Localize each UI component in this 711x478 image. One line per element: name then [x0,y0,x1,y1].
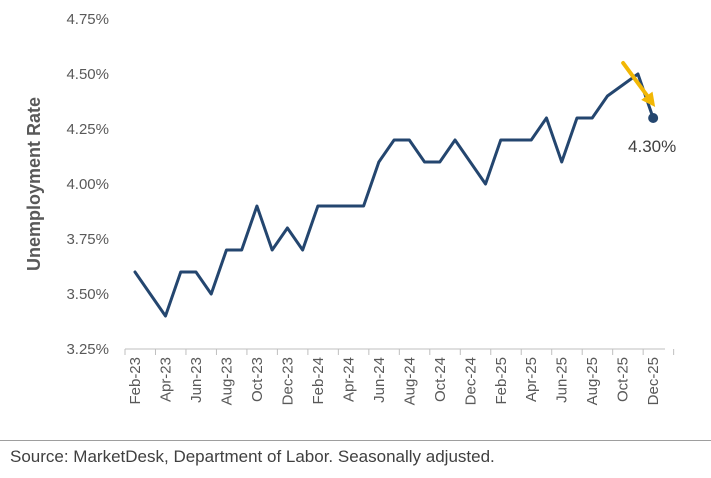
last-value-label: 4.30% [628,137,676,156]
x-tick-label: Jun-25 [554,357,571,403]
x-tick-label: Feb-24 [310,357,327,405]
y-tick-label: 4.25% [66,121,109,138]
x-tick-label: Feb-23 [127,357,144,405]
down-arrow-icon [641,91,656,107]
y-tick-label: 3.75% [66,231,109,248]
annotation-layer: 4.30% [621,61,676,156]
y-tick-label: 3.25% [66,341,109,358]
x-tick-label: Oct-24 [432,357,449,402]
source-note: Source: MarketDesk, Department of Labor.… [10,447,495,466]
unemployment-line-chart: 3.25% 3.50% 3.75% 4.00% 4.25% 4.50% 4.75% Feb-… [24,11,676,405]
x-tick-label: Oct-23 [249,357,266,402]
source-divider [0,440,711,441]
x-tick-label: Feb-25 [493,357,510,405]
down-arrow-icon-shaft [621,61,651,99]
series-layer [133,72,659,318]
y-tick-label: 3.50% [66,286,109,303]
last-value-marker [648,113,659,123]
y-axis: 3.25% 3.50% 3.75% 4.00% 4.25% 4.50% 4.75% [66,11,109,358]
x-tick-label: Apr-25 [523,357,540,402]
x-tick-label: Dec-23 [279,357,296,405]
y-tick-label: 4.00% [66,176,109,193]
x-tick-label: Jun-24 [371,357,388,403]
x-tick-label: Oct-25 [615,357,632,402]
y-tick-label: 4.75% [66,11,109,28]
y-tick-label: 4.50% [66,66,109,83]
x-tick-label: Dec-25 [645,357,662,405]
x-tick-label: Apr-24 [340,357,357,402]
chart-area: 3.25% 3.50% 3.75% 4.00% 4.25% 4.50% 4.75% Feb-… [24,11,676,405]
x-tick-label: Jun-23 [188,357,205,403]
x-tick-label: Dec-24 [462,357,479,405]
x-tick-label: Apr-23 [157,357,174,402]
y-axis-title: Unemployment Rate [24,97,44,271]
unemployment-rate-line [133,72,655,318]
x-tick-label: Aug-24 [401,357,418,405]
x-tick-label: Aug-25 [584,357,601,405]
x-tick-label: Aug-23 [218,357,235,405]
x-axis: Feb-23 Apr-23 Jun-23 Aug-23 Oct-23 Dec-23 Feb-… [124,348,675,405]
